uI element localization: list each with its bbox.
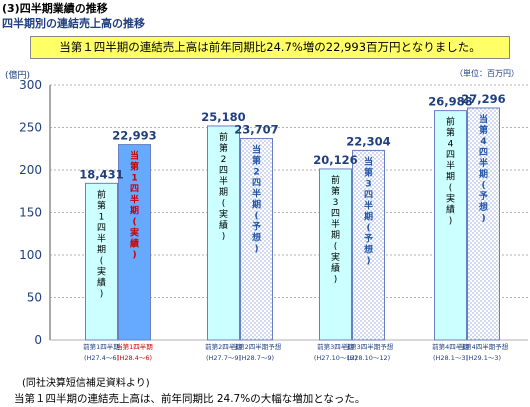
bar xyxy=(352,149,385,341)
x-period-label: (H28.7〜9) xyxy=(239,354,274,362)
data-label: 22,304 xyxy=(346,134,390,148)
y-tick-label: 100 xyxy=(19,248,42,262)
data-label: 18,431 xyxy=(79,167,123,181)
y-axis-unit-label: (億円) xyxy=(5,71,31,81)
unit-note: （単位：百万円） xyxy=(455,69,519,78)
y-tick-label: 250 xyxy=(19,121,42,135)
chart-subtitle: 四半期別の連結売上高の推移 xyxy=(2,17,145,30)
bar-inner-label: 前第 1 四半期(実績) xyxy=(97,188,106,299)
y-tick-label: 300 xyxy=(19,78,42,92)
x-category-label: 前第2四半期 xyxy=(205,342,242,351)
x-category-label: 前第4四半期 xyxy=(432,342,469,351)
bar xyxy=(467,107,500,341)
x-category-label: 前第1四半期 xyxy=(83,342,120,351)
bar-inner-label: 当第 3 四半期(予想) xyxy=(363,155,373,266)
bar xyxy=(240,137,273,341)
x-period-label: (H29.1〜3) xyxy=(466,354,501,362)
bar xyxy=(85,182,118,341)
bar-inner-label: 前第 3 四半期(実績) xyxy=(331,174,340,285)
bar-chart: 0 50 100 150 200 250 300 18,431 前第 1 四半期(実績) 前第1四半期… xyxy=(19,78,528,362)
x-period-label: (H28.1〜3) xyxy=(433,354,468,362)
bar xyxy=(319,168,352,341)
data-label: 25,180 xyxy=(201,110,245,124)
bar-inner-label: 当第 4 四半期(予想) xyxy=(478,113,488,224)
y-tick-label: 0 xyxy=(34,333,42,347)
x-category-label: 当第3四半期予想 xyxy=(344,342,394,351)
bar-inner-label: 当第 1 四半期(実績) xyxy=(130,150,139,261)
x-category-label: 前第3四半期 xyxy=(317,342,354,351)
y-tick-label: 150 xyxy=(19,206,42,220)
bar xyxy=(207,125,240,341)
y-tick-label: 50 xyxy=(27,291,42,305)
data-label: 26,988 xyxy=(428,95,472,109)
y-tick-label: 200 xyxy=(19,163,42,177)
bar xyxy=(118,144,151,341)
bar-inner-label: 前第 2 四半期(実績) xyxy=(219,131,228,242)
x-category-label: 当第1四半期 xyxy=(116,342,153,351)
data-label: 20,126 xyxy=(313,153,357,167)
data-label: 23,707 xyxy=(234,122,278,136)
bar xyxy=(434,110,467,341)
x-period-label: (H27.7〜9) xyxy=(206,354,241,362)
x-category-label: 当第2四半期予想 xyxy=(232,342,282,351)
data-label: 22,993 xyxy=(112,129,156,143)
bar-inner-label: 当第 2 四半期(予想) xyxy=(251,143,261,254)
bar-inner-label: 前第 4 四半期(実績) xyxy=(446,116,455,227)
x-category-label: 当第4四半期予想 xyxy=(459,342,509,351)
data-label: 27,296 xyxy=(461,92,505,106)
source-note: (同社決算短信補足資料より) xyxy=(22,378,150,389)
section-title: (3)四半期業績の推移 xyxy=(2,2,108,15)
x-period-label: (H28.4〜6) xyxy=(117,354,152,362)
summary-banner: 当第１四半期の連結売上高は前年同期比24.7%増の22,993百万円となりました… xyxy=(30,36,510,59)
x-period-label: (H27.10〜12) xyxy=(314,354,357,362)
x-period-label: (H28.10〜12) xyxy=(347,354,390,362)
summary-text: 当第１四半期の連結売上高は、前年同期比 24.7%の大幅な増加となった。 xyxy=(14,393,366,405)
x-period-label: (H27.4〜6) xyxy=(84,354,119,362)
